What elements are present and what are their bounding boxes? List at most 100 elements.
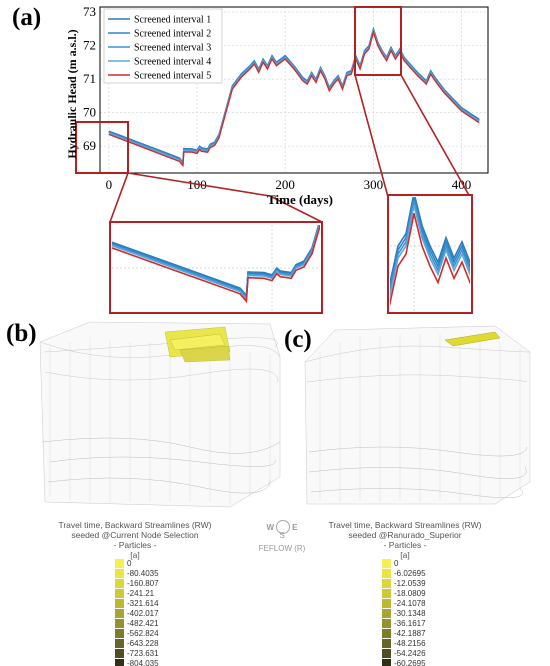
- series-line: [108, 28, 480, 167]
- inset-2-series-line: [390, 204, 470, 298]
- compass-west: W: [266, 522, 275, 532]
- compass-widget: W E S FEFLOW (R): [252, 520, 312, 553]
- colorbar-swatch: [382, 608, 391, 618]
- legend-entry: Screened interval 2: [134, 29, 211, 40]
- compass-rose-icon: [276, 520, 291, 534]
- colorbar-entry: -6.02695: [382, 568, 426, 578]
- legend-b-unit: [a]: [130, 550, 140, 560]
- colorbar-entry: -321.614: [115, 598, 159, 608]
- legend-entry: Screened interval 1: [134, 15, 211, 26]
- panel-label-a: (a): [12, 4, 42, 31]
- colorbar-swatch: [115, 588, 124, 598]
- x-tick-label: 300: [364, 177, 384, 192]
- colorbar-swatch: [115, 658, 124, 666]
- colorbar-entry: -723.631: [115, 648, 159, 658]
- colorbar-swatch: [382, 568, 391, 578]
- model-3d-view-b: [39, 321, 281, 508]
- colorbar-swatch: [382, 638, 391, 648]
- inset-1-series-line: [112, 225, 320, 302]
- colorbar-swatch: [382, 648, 391, 658]
- panel-label-c: (c): [284, 326, 312, 353]
- inset-2-series-line: [390, 197, 470, 290]
- legend-entry: Screened interval 5: [134, 71, 211, 82]
- x-tick-label: 400: [452, 177, 472, 192]
- legend-b-title2: seeded @Current Node Selection: [71, 530, 199, 540]
- colorbar-value: -160.807: [127, 578, 159, 588]
- colorbar-entry: -402.017: [115, 608, 159, 618]
- y-tick-label: 69: [83, 138, 96, 153]
- colorbar-value: -321.614: [127, 598, 159, 608]
- colorbar-value: -30.1348: [394, 608, 426, 618]
- colorbar-swatch: [382, 588, 391, 598]
- series-line: [108, 29, 480, 168]
- inset-2-series-line: [390, 197, 470, 286]
- colorbar-entry: -160.807: [115, 578, 159, 588]
- colorbar-entry: -241.21: [115, 588, 159, 598]
- colorbar-swatch: [382, 618, 391, 628]
- colorbar-value: -54.2426: [394, 648, 426, 658]
- colorbar-value: 0: [394, 558, 399, 568]
- colorbar-swatch: [115, 608, 124, 618]
- feflow-label: FEFLOW (R): [258, 544, 306, 553]
- colorbar-swatch: [382, 558, 391, 568]
- colorbar-swatch: [115, 578, 124, 588]
- y-tick-label: 70: [83, 105, 96, 120]
- colorbar-swatch: [115, 558, 124, 568]
- x-axis-label: Time (days): [267, 192, 333, 207]
- colorbar-entry: -562.824: [115, 628, 159, 638]
- inset-1-series-line: [112, 225, 320, 300]
- zoom-marker-1: [75, 121, 129, 174]
- y-tick-label: 71: [83, 71, 96, 86]
- colorbar-value: -48.2156: [394, 638, 426, 648]
- colorbar-entry: -48.2156: [382, 638, 426, 648]
- hydraulic-head-chart: 01002003004006970717273 Time (days) Hydr…: [65, 4, 489, 314]
- colorbar-swatch: [382, 598, 391, 608]
- colorbar-entry: -24.1078: [382, 598, 426, 608]
- legend-b-title3: - Particles -: [113, 540, 157, 550]
- colorbar-value: -241.21: [127, 588, 155, 598]
- legend-c-title3: - Particles -: [383, 540, 427, 550]
- colorbar-value: 0: [127, 558, 132, 568]
- colorbar-entry: -482.421: [115, 618, 159, 628]
- colorbar-swatch: [115, 618, 124, 628]
- colorbar-value: -60.2695: [394, 658, 426, 666]
- inset-1-series-line: [112, 225, 320, 298]
- legend-b-title1: Travel time, Backward Streamlines (RW): [58, 520, 212, 530]
- colorbar-entry: -18.0809: [382, 588, 426, 598]
- colorbar-entry: 0: [382, 558, 426, 568]
- colorbar-value: -723.631: [127, 648, 159, 658]
- colorbar-value: -18.0809: [394, 588, 426, 598]
- x-tick-label: 0: [106, 177, 113, 192]
- colorbar-entry: -42.1887: [382, 628, 426, 638]
- colorbar-entry: -643.228: [115, 638, 159, 648]
- colorbar-value: -643.228: [127, 638, 159, 648]
- colorbar-swatch: [115, 568, 124, 578]
- y-tick-label: 72: [83, 38, 96, 53]
- legend-entry: Screened interval 3: [134, 43, 211, 54]
- colorbar-swatch: [382, 658, 391, 666]
- colorbar-swatch: [382, 578, 391, 588]
- colorbar-swatch: [115, 628, 124, 638]
- colorbar-value: -12.0539: [394, 578, 426, 588]
- colorbar-value: -36.1617: [394, 618, 426, 628]
- x-tick-label: 200: [275, 177, 295, 192]
- colorbar-entry: -36.1617: [382, 618, 426, 628]
- colorbar-value: -482.421: [127, 618, 159, 628]
- colorbar-entry: -60.2695: [382, 658, 426, 666]
- chart-legend: Screened interval 1 Screened interval 2 Sc…: [103, 8, 223, 84]
- colorbar-swatch: [115, 648, 124, 658]
- inset-1-series-line: [112, 225, 320, 299]
- y-axis-label: Hydraulic Head (m a.s.l.): [65, 29, 79, 158]
- colorbar-entry: -80.4035: [115, 568, 159, 578]
- inset-2-series-line: [390, 213, 470, 306]
- colorbar-value: -6.02695: [394, 568, 426, 578]
- legend-c-title2: seeded @Ranurado_Superior: [348, 530, 462, 540]
- colorbar-value: -562.824: [127, 628, 159, 638]
- colorbar-value: -42.1887: [394, 628, 426, 638]
- legend-c-entries: 0 -6.02695 -12.0539 -18.0809 -24.1078 -30.134…: [382, 558, 426, 666]
- colorbar-entry: -12.0539: [382, 578, 426, 588]
- inset-1-series-line: [112, 225, 320, 304]
- inset-1-frame: [109, 221, 323, 314]
- colorbar-value: -804.035: [127, 658, 159, 666]
- legend-c-unit: [a]: [400, 550, 410, 560]
